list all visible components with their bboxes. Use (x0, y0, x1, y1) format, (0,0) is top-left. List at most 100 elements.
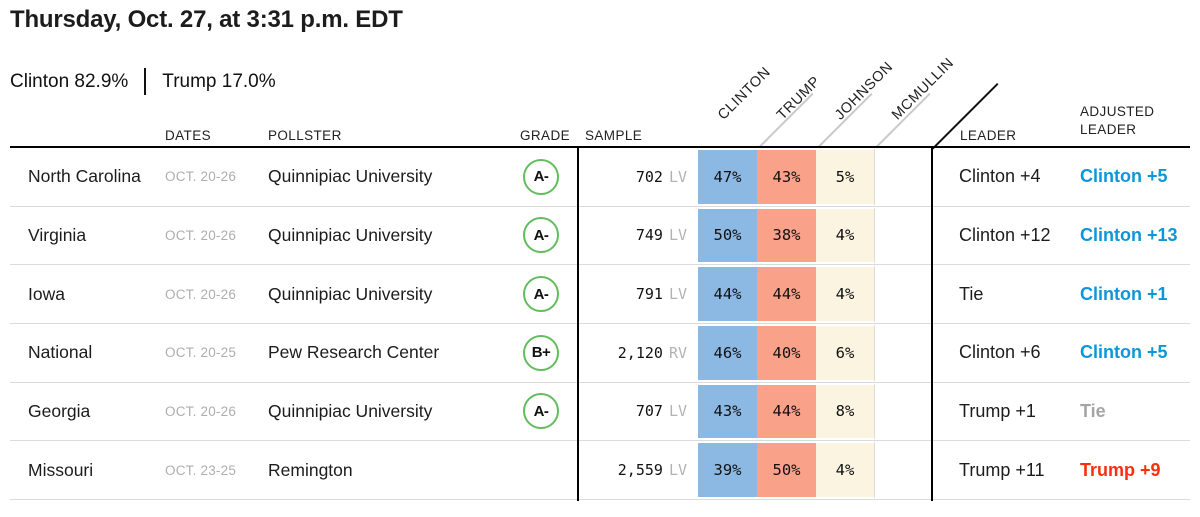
pollster-cell: Quinnipiac University (268, 400, 433, 421)
grade-badge: B+ (523, 334, 559, 371)
state-cell: Georgia (28, 400, 91, 421)
trump-odds: Trump 17.0% (162, 70, 276, 92)
dates-cell: OCT. 20-26 (165, 286, 237, 302)
column-header-sample: SAMPLE (585, 128, 643, 143)
clinton-odds: Clinton 82.9% (10, 70, 129, 92)
johnson-pct-cell: 8% (816, 382, 874, 441)
column-header-mcmullin: MCMULLIN (888, 55, 958, 124)
grade-sample-divider (577, 146, 579, 501)
table-row: National OCT. 20-25 Pew Research Center … (10, 323, 1190, 383)
dates-cell: OCT. 20-26 (165, 403, 237, 419)
sample-type: LV (668, 167, 687, 186)
clinton-pct-cell: 39% (698, 441, 757, 499)
state-cell: Missouri (28, 459, 94, 480)
grade-cell: B+ (505, 324, 577, 382)
forecast-odds: Clinton 82.9% Trump 17.0% (10, 68, 276, 95)
polls-table: DATES POLLSTER GRADE SAMPLE LEADER ADJUS… (10, 0, 1190, 510)
johnson-pct-cell: 6% (816, 323, 874, 382)
pollster-cell: Pew Research Center (268, 342, 440, 363)
sample-cell: 702 LV (577, 148, 698, 206)
dates-cell: OCT. 20-26 (165, 227, 237, 243)
column-header-pollster: POLLSTER (268, 128, 342, 143)
adjusted-leader-cell: Clinton +5 (1080, 166, 1168, 187)
table-body: North Carolina OCT. 20-26 Quinnipiac Uni… (10, 146, 1190, 500)
sample-type: LV (668, 226, 687, 245)
grade-cell: A- (505, 148, 577, 206)
leader-cell: Tie (959, 283, 984, 304)
column-header-adjusted-leader: ADJUSTED LEADER (1080, 104, 1155, 137)
dates-cell: OCT. 20-25 (165, 345, 237, 361)
johnson-pct-cell: 4% (816, 206, 874, 265)
adjusted-leader-cell: Tie (1080, 400, 1106, 421)
leader-cell: Trump +11 (959, 459, 1045, 480)
column-header-clinton: CLINTON (714, 64, 775, 124)
column-header-grade: GRADE (519, 128, 570, 143)
column-header-trump: TRUMP (773, 73, 824, 124)
leader-cell: Clinton +4 (959, 166, 1041, 187)
dates-cell: OCT. 20-26 (165, 169, 237, 185)
grade-badge: A- (523, 158, 559, 195)
grade-cell: A- (505, 265, 577, 323)
column-header-dates: DATES (165, 128, 212, 143)
state-cell: Iowa (28, 283, 65, 304)
pollster-cell: Quinnipiac University (268, 283, 433, 304)
trump-pct-cell: 44% (757, 265, 816, 323)
mcmullin-pct-cell (874, 382, 931, 441)
grade-badge: A- (523, 393, 559, 430)
sample-type: LV (668, 285, 687, 304)
odds-divider (144, 68, 147, 95)
adjusted-leader-cell: Trump +9 (1080, 459, 1161, 480)
leader-cell: Trump +1 (959, 400, 1036, 421)
column-header-leader: LEADER (960, 128, 1017, 143)
johnson-pct-cell: 4% (816, 441, 874, 499)
grade-cell: A- (505, 207, 577, 265)
adjusted-leader-cell: Clinton +13 (1080, 224, 1178, 245)
pollster-cell: Quinnipiac University (268, 224, 433, 245)
state-cell: National (28, 342, 93, 363)
trump-pct-cell: 43% (757, 148, 816, 206)
mcmullin-pct-cell (874, 148, 931, 206)
clinton-pct-cell: 47% (698, 148, 757, 206)
mcmullin-pct-cell (874, 265, 931, 323)
mcmullin-pct-cell (874, 441, 931, 499)
grade-cell (505, 441, 577, 499)
state-cell: North Carolina (28, 166, 141, 187)
column-header-johnson: JOHNSON (831, 58, 897, 124)
grade-badge: A- (523, 217, 559, 254)
sample-size: 2,120 (617, 343, 663, 362)
sample-size: 707 (635, 402, 663, 421)
trump-pct-cell: 40% (757, 323, 816, 382)
trump-pct-cell: 50% (757, 441, 816, 499)
sample-cell: 791 LV (577, 265, 698, 323)
grade-badge: A- (523, 276, 559, 313)
clinton-pct-cell: 50% (698, 206, 757, 265)
table-row: North Carolina OCT. 20-26 Quinnipiac Uni… (10, 148, 1190, 207)
pollster-cell: Quinnipiac University (268, 166, 433, 187)
table-row: Virginia OCT. 20-26 Quinnipiac Universit… (10, 206, 1190, 266)
sample-cell: 707 LV (577, 383, 698, 441)
sample-size: 749 (635, 226, 663, 245)
sample-size: 702 (635, 167, 663, 186)
table-row: Missouri OCT. 23-25 Remington 2,559 LV 39… (10, 441, 1190, 500)
sample-cell: 2,120 RV (577, 324, 698, 382)
pollster-cell: Remington (268, 459, 353, 480)
clinton-pct-cell: 46% (698, 323, 757, 382)
johnson-pct-cell: 5% (816, 148, 874, 206)
sample-size: 2,559 (617, 461, 663, 480)
clinton-pct-cell: 44% (698, 265, 757, 323)
sample-type: LV (668, 402, 687, 421)
sample-type: RV (668, 343, 687, 362)
grade-cell: A- (505, 383, 577, 441)
leader-cell: Clinton +12 (959, 224, 1051, 245)
table-row: Iowa OCT. 20-26 Quinnipiac University A-… (10, 265, 1190, 324)
sample-size: 791 (635, 285, 663, 304)
sample-type: LV (668, 461, 687, 480)
sample-cell: 2,559 LV (577, 441, 698, 499)
trump-pct-cell: 44% (757, 382, 816, 441)
sample-cell: 749 LV (577, 207, 698, 265)
state-cell: Virginia (28, 224, 87, 245)
johnson-pct-cell: 4% (816, 265, 874, 323)
table-row: Georgia OCT. 20-26 Quinnipiac University… (10, 382, 1190, 442)
mcmullin-pct-cell (874, 323, 931, 382)
